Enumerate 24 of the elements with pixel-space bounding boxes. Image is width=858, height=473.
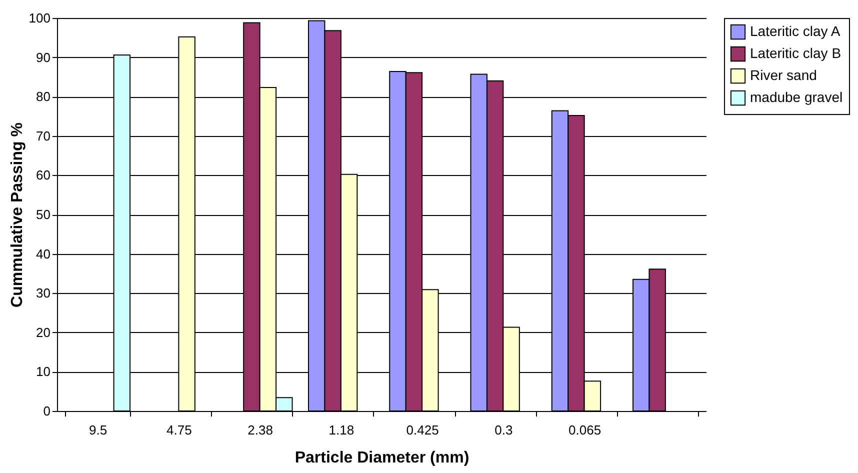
legend-label: madube gravel xyxy=(750,89,843,105)
y-tick-label: 20 xyxy=(36,324,50,340)
y-tick-label: 60 xyxy=(36,168,50,183)
y-tick-label: 40 xyxy=(36,246,50,262)
y-axis-title: Cummulative Passing % xyxy=(8,122,26,308)
x-tick-label: 4.75 xyxy=(166,422,192,438)
y-tick-label: 90 xyxy=(36,50,50,65)
legend-label: River sand xyxy=(750,67,817,83)
x-axis-title: Particle Diameter (mm) xyxy=(294,450,470,466)
legend-label: Lateritic clay A xyxy=(750,23,841,39)
x-tick-label: 1.18 xyxy=(328,422,354,438)
y-tick-label: 30 xyxy=(36,286,50,301)
x-tick-label: 0.425 xyxy=(406,422,439,438)
y-tick-label: 10 xyxy=(36,364,50,380)
x-tick-label: 9.5 xyxy=(89,422,108,438)
x-tick-label: 0.065 xyxy=(568,422,602,438)
legend-label: Lateritic clay B xyxy=(750,45,842,61)
x-tick-label: 0.3 xyxy=(494,422,513,438)
x-tick-label: 2.38 xyxy=(248,422,273,438)
y-tick-label: 0 xyxy=(43,404,50,418)
y-tick-label: 50 xyxy=(36,207,50,222)
y-tick-label: 100 xyxy=(28,10,50,26)
y-tick-label: 80 xyxy=(36,89,50,104)
y-tick-label: 70 xyxy=(36,128,50,144)
